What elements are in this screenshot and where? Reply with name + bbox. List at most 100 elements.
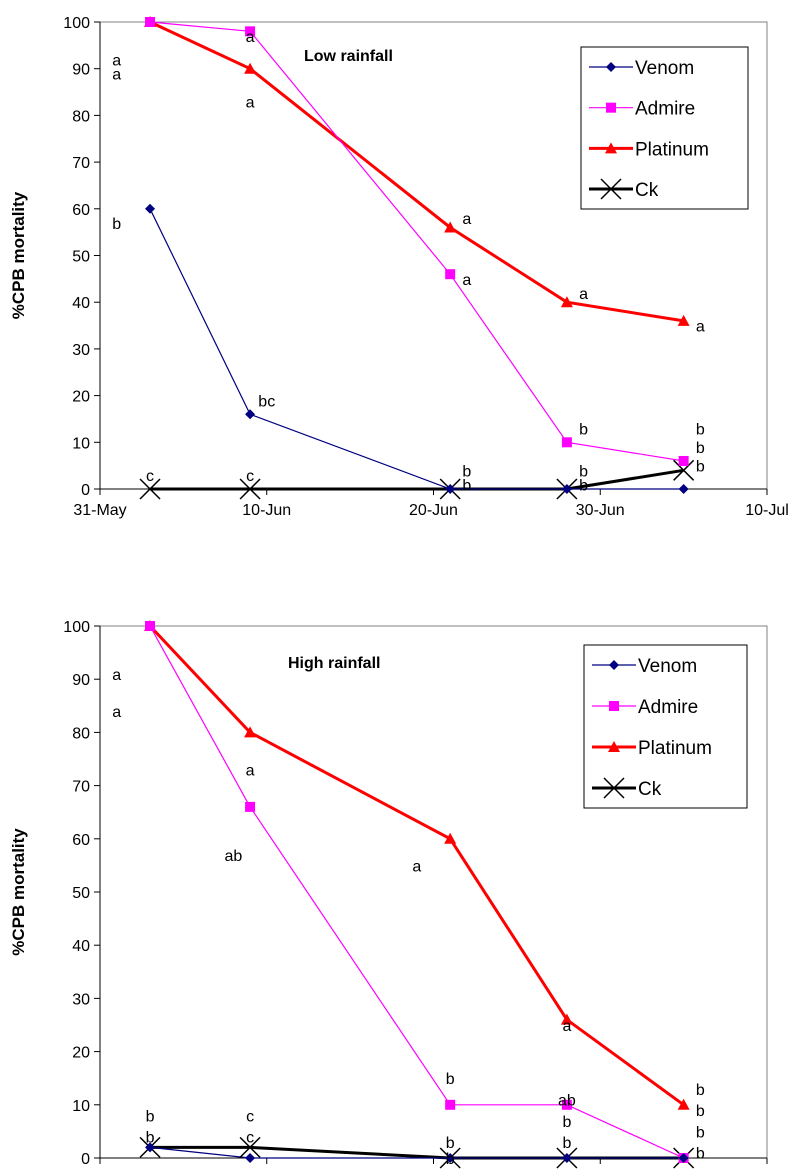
- y-axis-label: %CPB mortality: [9, 828, 28, 956]
- data-point-admire: [245, 801, 256, 812]
- data-point-platinum: [677, 314, 690, 326]
- significance-label: b: [579, 421, 588, 438]
- data-point-ck: [239, 478, 261, 500]
- significance-label: a: [246, 763, 255, 780]
- y-tick-label: 0: [81, 1151, 90, 1168]
- y-tick-label: 40: [72, 938, 90, 955]
- significance-label: c: [146, 468, 154, 485]
- significance-label: b: [696, 459, 705, 476]
- data-point-ck: [673, 459, 695, 481]
- legend-label-platinum: Platinum: [638, 738, 712, 759]
- y-tick-label: 70: [72, 779, 90, 796]
- significance-label: b: [696, 421, 705, 438]
- significance-label: a: [246, 29, 255, 46]
- significance-label: a: [562, 1018, 571, 1035]
- significance-label: bc: [258, 393, 275, 410]
- data-point-platinum: [244, 726, 257, 738]
- data-point-admire: [561, 1099, 572, 1110]
- significance-label: c: [246, 468, 254, 485]
- data-point-venom: [245, 1153, 256, 1163]
- legend-label-admire: Admire: [638, 697, 698, 718]
- significance-label: a: [579, 286, 588, 303]
- significance-label: a: [696, 319, 705, 336]
- significance-label: b: [146, 1130, 155, 1147]
- significance-label: a: [112, 667, 121, 684]
- data-point-platinum: [244, 62, 257, 74]
- significance-label: ab: [225, 848, 243, 865]
- y-tick-label: 40: [72, 295, 90, 312]
- legend-marker-admire: [606, 102, 616, 113]
- y-tick-label: 30: [72, 991, 90, 1008]
- data-point-ck: [239, 1136, 261, 1158]
- data-point-venom: [445, 1153, 456, 1163]
- chart-high-rainfall: 010203040506070809010031-May10-Jun20-Jun…: [0, 585, 800, 1170]
- chart-high-rainfall-svg: 010203040506070809010031-May10-Jun20-Jun…: [9, 619, 768, 1169]
- legend-marker-ck: [600, 178, 622, 200]
- significance-label: a: [246, 94, 255, 111]
- series-line-venom: [149, 208, 684, 490]
- y-axis-label: %CPB mortality: [9, 191, 28, 319]
- data-point-venom: [678, 484, 689, 494]
- data-point-admire: [245, 26, 256, 37]
- data-point-platinum: [560, 1013, 573, 1025]
- significance-label: b: [696, 1103, 705, 1120]
- data-point-ck: [139, 478, 161, 500]
- significance-label: b: [562, 1135, 571, 1152]
- significance-label: a: [412, 858, 421, 875]
- data-point-venom: [145, 1142, 156, 1153]
- chart-low-rainfall: 0 10 20 30 40 50 60 70 80 90 100 31-May 10-Jun 20-Jun…: [9, 15, 789, 519]
- y-tick-label: 60: [72, 832, 90, 849]
- data-point-platinum: [677, 1098, 690, 1110]
- significance-label: b: [462, 463, 471, 480]
- y-tick-label: 70: [72, 155, 90, 172]
- chart-title: Low rainfall: [304, 48, 393, 65]
- significance-label: b: [446, 1135, 455, 1152]
- significance-label: b: [696, 1146, 705, 1163]
- data-point-platinum: [444, 221, 457, 233]
- x-tick-label: 30-Jun: [576, 502, 625, 519]
- significance-label: b: [562, 1114, 571, 1131]
- y-tick-label: 20: [72, 389, 90, 406]
- significance-label: a: [112, 52, 121, 69]
- significance-label: b: [112, 216, 121, 233]
- data-point-venom: [445, 484, 456, 494]
- y-tick-label: 80: [72, 108, 90, 125]
- legend-marker-platinum: [605, 142, 617, 154]
- significance-label: b: [696, 1124, 705, 1141]
- legend-label-admire: Admire: [635, 99, 695, 120]
- significance-label: b: [146, 1108, 155, 1125]
- significance-label: b: [462, 477, 471, 494]
- legend-box: [580, 46, 749, 210]
- legend-label-ck: Ck: [635, 180, 659, 201]
- y-tick-label: 10: [72, 435, 90, 452]
- legend-box: [583, 644, 748, 809]
- data-point-admire: [678, 455, 689, 466]
- y-tick-label: 100: [63, 619, 90, 636]
- y-tick-label: 60: [72, 202, 90, 219]
- y-tick-label: 0: [81, 482, 90, 499]
- data-point-admire: [561, 437, 572, 448]
- significance-label: b: [696, 440, 705, 457]
- y-tick-label: 50: [72, 885, 90, 902]
- data-point-admire: [445, 269, 456, 280]
- significance-label: a: [462, 272, 471, 289]
- chart-title: High rainfall: [288, 655, 380, 672]
- data-point-platinum: [444, 832, 457, 844]
- data-point-venom: [245, 409, 256, 420]
- data-point-venom: [145, 203, 156, 214]
- legend-label-platinum: Platinum: [635, 139, 709, 160]
- significance-label: b: [696, 1082, 705, 1099]
- data-point-admire: [145, 621, 156, 631]
- y-tick-label: 50: [72, 249, 90, 266]
- legend-marker-ck: [603, 777, 625, 799]
- series-line-ck: [150, 468, 684, 491]
- y-tick-label: 90: [72, 672, 90, 689]
- x-tick-label: 20-Jun: [409, 502, 458, 519]
- x-tick-label: 31-May: [73, 502, 126, 519]
- x-tick-label: 10-Jul: [745, 502, 789, 519]
- x-tick-label: 10-Jun: [242, 502, 291, 519]
- significance-label: a: [462, 211, 471, 228]
- significance-label: ab: [558, 1092, 576, 1109]
- significance-label: c: [246, 1108, 254, 1125]
- y-tick-label: 10: [72, 1098, 90, 1115]
